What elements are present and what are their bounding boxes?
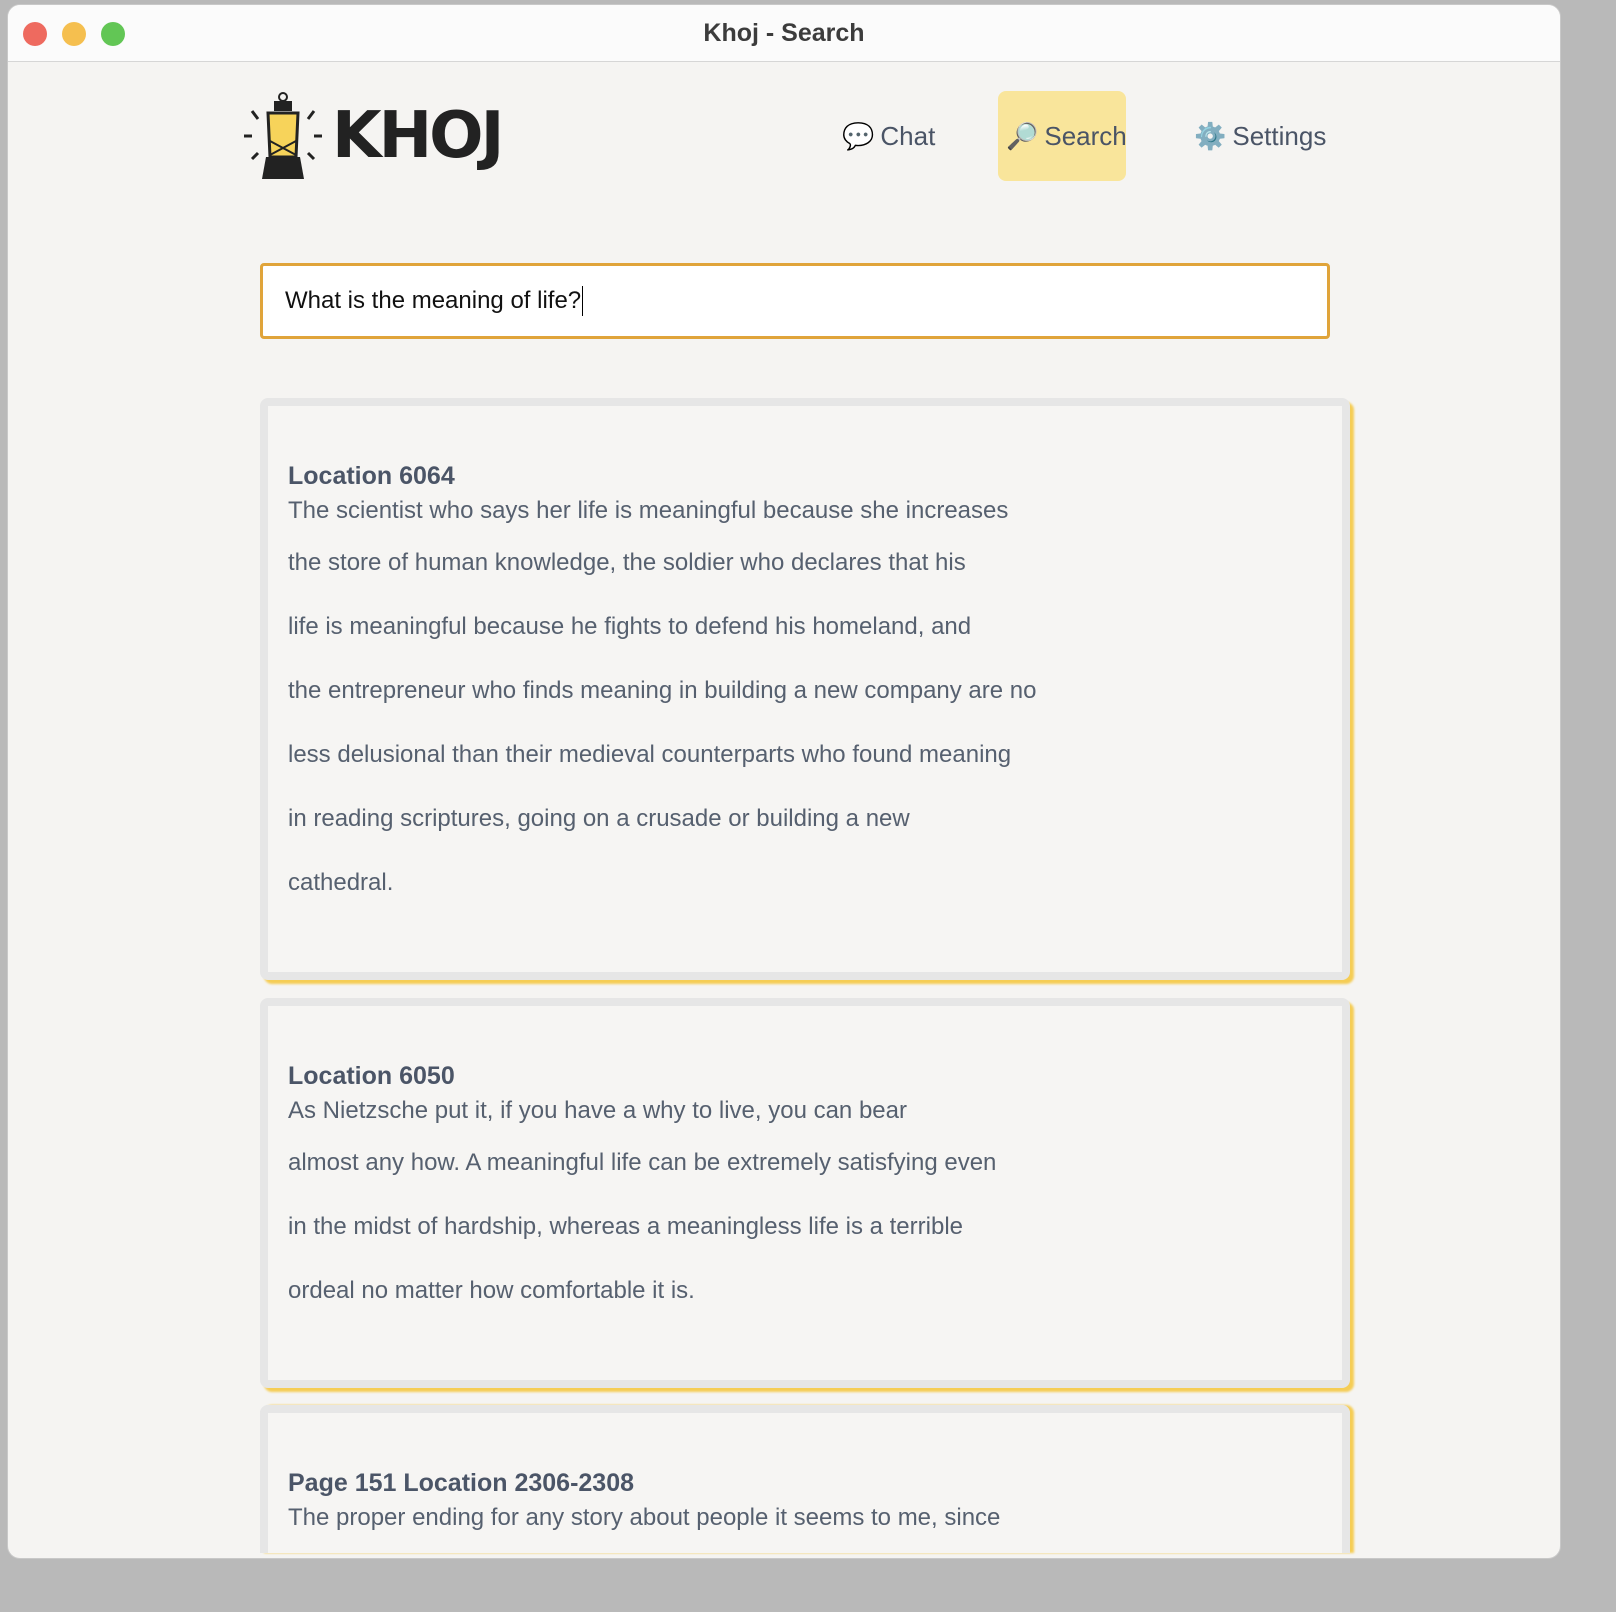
khoj-logo[interactable]: KHOJ	[240, 91, 504, 181]
result-card[interactable]: Page 151 Location 2306-2308 The proper e…	[260, 1405, 1350, 1553]
nav-settings-label: Settings	[1232, 120, 1327, 151]
result-line: cathedral.	[288, 869, 394, 896]
search-input[interactable]: What is the meaning of life?	[260, 263, 1330, 339]
result-heading: Page 151 Location 2306-2308	[288, 1469, 635, 1497]
result-line: As Nietzsche put it, if you have a why t…	[288, 1097, 907, 1124]
nav-chat[interactable]: 💬 Chat	[834, 91, 943, 181]
minimize-button[interactable]	[62, 22, 86, 46]
result-line: ordeal no matter how comfortable it is.	[288, 1277, 695, 1304]
search-query: What is the meaning of life?	[285, 287, 582, 314]
result-heading: Location 6050	[288, 1062, 455, 1090]
nav-chat-label: Chat	[880, 120, 936, 151]
result-line: in reading scriptures, going on a crusad…	[288, 805, 910, 832]
result-line: less delusional than their medieval coun…	[288, 741, 1012, 768]
result-line: in the midst of hardship, whereas a mean…	[288, 1213, 963, 1240]
nav-search[interactable]: 🔎 Search	[998, 91, 1127, 181]
result-line: the entrepreneur who finds meaning in bu…	[288, 677, 1037, 704]
nav-settings[interactable]: ⚙️ Settings	[1186, 91, 1334, 181]
result-line: The scientist who says her life is meani…	[288, 497, 1009, 524]
text-cursor	[582, 286, 584, 316]
result-card[interactable]: Location 6050 As Nietzsche put it, if yo…	[260, 998, 1350, 1388]
result-line: The proper ending for any story about pe…	[288, 1504, 1001, 1531]
result-line: life is meaningful because he fights to …	[288, 613, 972, 640]
logo-text: KHOJ	[332, 99, 504, 173]
nav-search-label: Search	[1044, 120, 1127, 151]
zoom-button[interactable]	[101, 22, 125, 46]
result-line: almost any how. A meaningful life can be…	[288, 1149, 997, 1176]
speech-bubble-icon: 💬	[842, 120, 875, 151]
result-line: the store of human knowledge, the soldie…	[288, 549, 966, 576]
window-title: Khoj - Search	[703, 19, 865, 47]
result-card[interactable]: Location 6064 The scientist who says her…	[260, 398, 1350, 980]
app-window: Khoj - Search KHOJ 💬 Chat 🔎 Search ⚙️ Se…	[8, 5, 1560, 1558]
close-button[interactable]	[23, 22, 47, 46]
lantern-icon	[244, 92, 322, 179]
magnifier-icon: 🔎	[1006, 120, 1039, 151]
title-bar: Khoj - Search	[8, 5, 1560, 62]
gear-icon: ⚙️	[1194, 120, 1227, 151]
result-heading: Location 6064	[288, 462, 455, 490]
